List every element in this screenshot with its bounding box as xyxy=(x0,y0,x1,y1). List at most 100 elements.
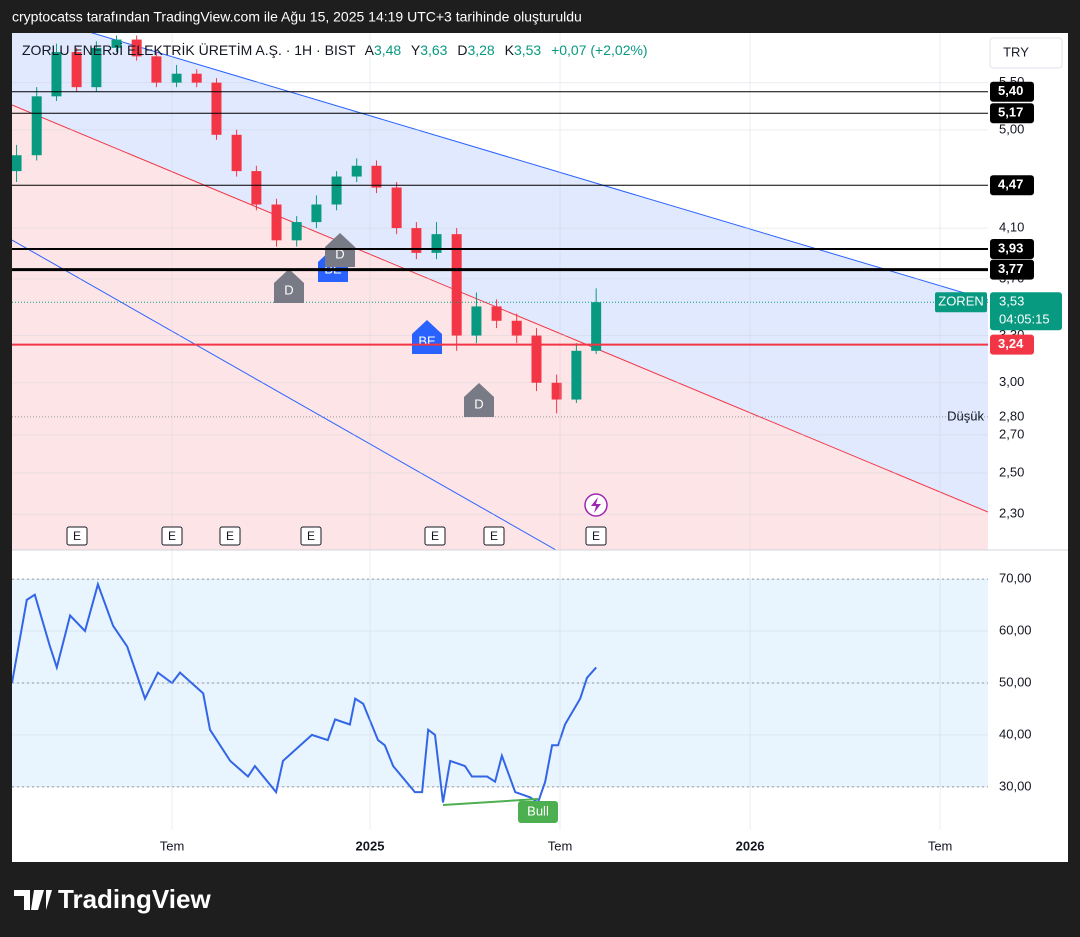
currency-button[interactable] xyxy=(989,37,1063,69)
y-tick-label: 60,00 xyxy=(999,622,1032,637)
candle-body xyxy=(371,165,382,188)
channel-lower-fill xyxy=(12,105,988,550)
candle-body xyxy=(351,165,362,177)
event-label: E xyxy=(226,529,234,543)
candle-body xyxy=(171,73,182,83)
event-label: E xyxy=(73,529,81,543)
signal-label: D xyxy=(335,246,344,261)
rsi-pane xyxy=(12,578,988,805)
price-tag-label: 3,77 xyxy=(998,261,1023,276)
rsi-band xyxy=(12,579,988,787)
candle-body xyxy=(571,350,582,400)
y-tick-label: 50,00 xyxy=(999,674,1032,689)
price-tag xyxy=(990,103,1034,124)
candle-body xyxy=(12,155,22,172)
candle-body xyxy=(471,306,482,336)
event-label: E xyxy=(592,529,600,543)
price-tag xyxy=(990,239,1034,260)
chart-panel xyxy=(12,33,1068,862)
candle-body xyxy=(511,320,522,336)
signal-label: D xyxy=(284,282,293,297)
event-label: E xyxy=(307,529,315,543)
event-label: E xyxy=(431,529,439,543)
y-tick-label: 5,00 xyxy=(999,121,1024,136)
stat-value: 3,28 xyxy=(467,42,494,58)
signal-label: BE xyxy=(418,333,436,348)
price-tag-label: 4,47 xyxy=(998,177,1023,192)
candle-body xyxy=(391,187,402,229)
candle-body xyxy=(111,39,122,48)
candle-body xyxy=(311,204,322,223)
stat-key: A xyxy=(365,42,375,58)
low-tag xyxy=(990,406,1034,427)
event-marker[interactable] xyxy=(424,526,446,546)
candle-body xyxy=(451,234,462,336)
symbol-tag xyxy=(935,292,987,313)
price-tag-label: 5,17 xyxy=(998,105,1023,120)
price-tag xyxy=(990,259,1034,280)
y-tick-label: 40,00 xyxy=(999,726,1032,741)
event-marker[interactable] xyxy=(66,526,88,546)
currency: TRY xyxy=(1003,44,1029,59)
candle-body xyxy=(91,47,102,88)
x-tick-label: 2025 xyxy=(356,838,385,853)
event-label: E xyxy=(168,529,176,543)
candle-body xyxy=(551,382,562,400)
candle-body xyxy=(331,176,342,205)
candle-body xyxy=(251,171,262,205)
last-price-label: 3,53 xyxy=(999,294,1024,309)
price-tag xyxy=(990,81,1034,102)
change: +0,07 (+2,02%) xyxy=(551,42,648,58)
candle-body xyxy=(51,52,62,97)
legend: ZORLU ENERJİ ELEKTRİK ÜRETİM A.Ş. · 1H ·… xyxy=(22,41,648,58)
candle-body xyxy=(151,56,162,83)
x-tick-label: 2026 xyxy=(736,838,765,853)
candle-body xyxy=(71,52,82,88)
price-tag xyxy=(990,175,1034,196)
price-tag-label: 5,40 xyxy=(998,83,1023,98)
candle-body xyxy=(531,335,542,383)
y-tick-label: 2,50 xyxy=(999,464,1024,479)
event-marker[interactable] xyxy=(300,526,322,546)
event-marker[interactable] xyxy=(483,526,505,546)
logo-mark xyxy=(14,890,52,910)
low-name: Düşük xyxy=(947,408,984,423)
trend-line xyxy=(90,33,988,301)
logo-text: TradingView xyxy=(58,884,211,914)
candle-body xyxy=(431,234,442,253)
x-tick-label: Tem xyxy=(160,838,185,853)
event-marker[interactable] xyxy=(219,526,241,546)
candle-body xyxy=(31,96,42,156)
price-tag-label: 3,24 xyxy=(998,336,1024,351)
y-tick-label: 4,10 xyxy=(999,220,1024,235)
trend-line xyxy=(12,239,557,550)
candle-body xyxy=(191,73,202,83)
symbol-name: ZOREN xyxy=(938,294,984,309)
divergence-tag xyxy=(518,801,558,823)
attribution: cryptocatss tarafından TradingView.com i… xyxy=(12,9,582,25)
candle-body xyxy=(131,39,142,57)
candle-body xyxy=(211,82,222,135)
candle-body xyxy=(411,228,422,253)
symbol-title: ZORLU ENERJİ ELEKTRİK ÜRETİM A.Ş. · 1H ·… xyxy=(22,41,356,58)
last-price-tag xyxy=(990,292,1062,331)
signal-label: D xyxy=(474,396,483,411)
price-tag xyxy=(990,334,1034,355)
signal-tag xyxy=(464,383,494,417)
lightning xyxy=(591,497,601,513)
countdown: 04:05:15 xyxy=(999,312,1050,327)
candle-body xyxy=(231,134,242,172)
candle-body xyxy=(491,306,502,321)
channel-upper-fill xyxy=(12,33,988,512)
y-tick-label: 70,00 xyxy=(999,571,1032,586)
price-tag-label: 3,93 xyxy=(998,240,1023,255)
divergence-line xyxy=(442,798,539,806)
y-tick-label: 2,30 xyxy=(999,506,1024,521)
stat-key: D xyxy=(457,42,467,58)
candle-body xyxy=(271,204,282,241)
event-marker[interactable] xyxy=(585,526,607,546)
event-marker[interactable] xyxy=(161,526,183,546)
y-tick-label: 30,00 xyxy=(999,778,1032,793)
x-tick-label: Tem xyxy=(548,838,573,853)
